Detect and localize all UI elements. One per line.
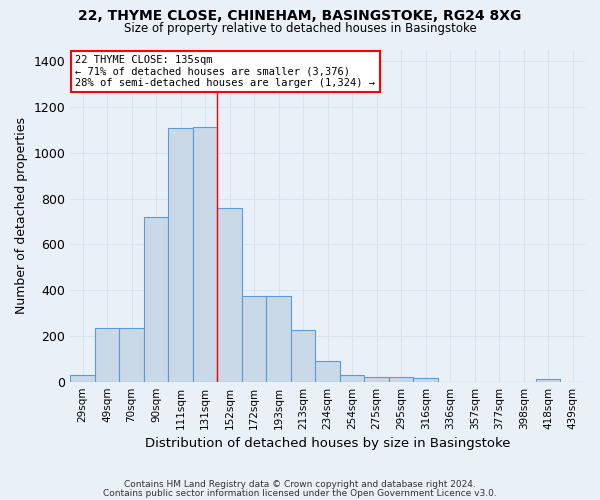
Bar: [242, 296, 266, 382]
Bar: [389, 376, 413, 382]
Bar: [266, 296, 291, 382]
Text: Contains HM Land Registry data © Crown copyright and database right 2024.: Contains HM Land Registry data © Crown c…: [124, 480, 476, 489]
Text: Size of property relative to detached houses in Basingstoke: Size of property relative to detached ho…: [124, 22, 476, 35]
Y-axis label: Number of detached properties: Number of detached properties: [15, 118, 28, 314]
Text: 22 THYME CLOSE: 135sqm
← 71% of detached houses are smaller (3,376)
28% of semi-: 22 THYME CLOSE: 135sqm ← 71% of detached…: [76, 55, 376, 88]
Bar: [144, 217, 169, 382]
Text: Contains public sector information licensed under the Open Government Licence v3: Contains public sector information licen…: [103, 488, 497, 498]
Bar: [316, 361, 340, 382]
Bar: [217, 208, 242, 382]
Bar: [95, 328, 119, 382]
Bar: [193, 126, 217, 382]
X-axis label: Distribution of detached houses by size in Basingstoke: Distribution of detached houses by size …: [145, 437, 511, 450]
Bar: [169, 128, 193, 382]
Bar: [70, 375, 95, 382]
Bar: [119, 328, 144, 382]
Bar: [536, 380, 560, 382]
Bar: [364, 376, 389, 382]
Text: 22, THYME CLOSE, CHINEHAM, BASINGSTOKE, RG24 8XG: 22, THYME CLOSE, CHINEHAM, BASINGSTOKE, …: [79, 9, 521, 23]
Bar: [340, 375, 364, 382]
Bar: [291, 330, 316, 382]
Bar: [413, 378, 438, 382]
